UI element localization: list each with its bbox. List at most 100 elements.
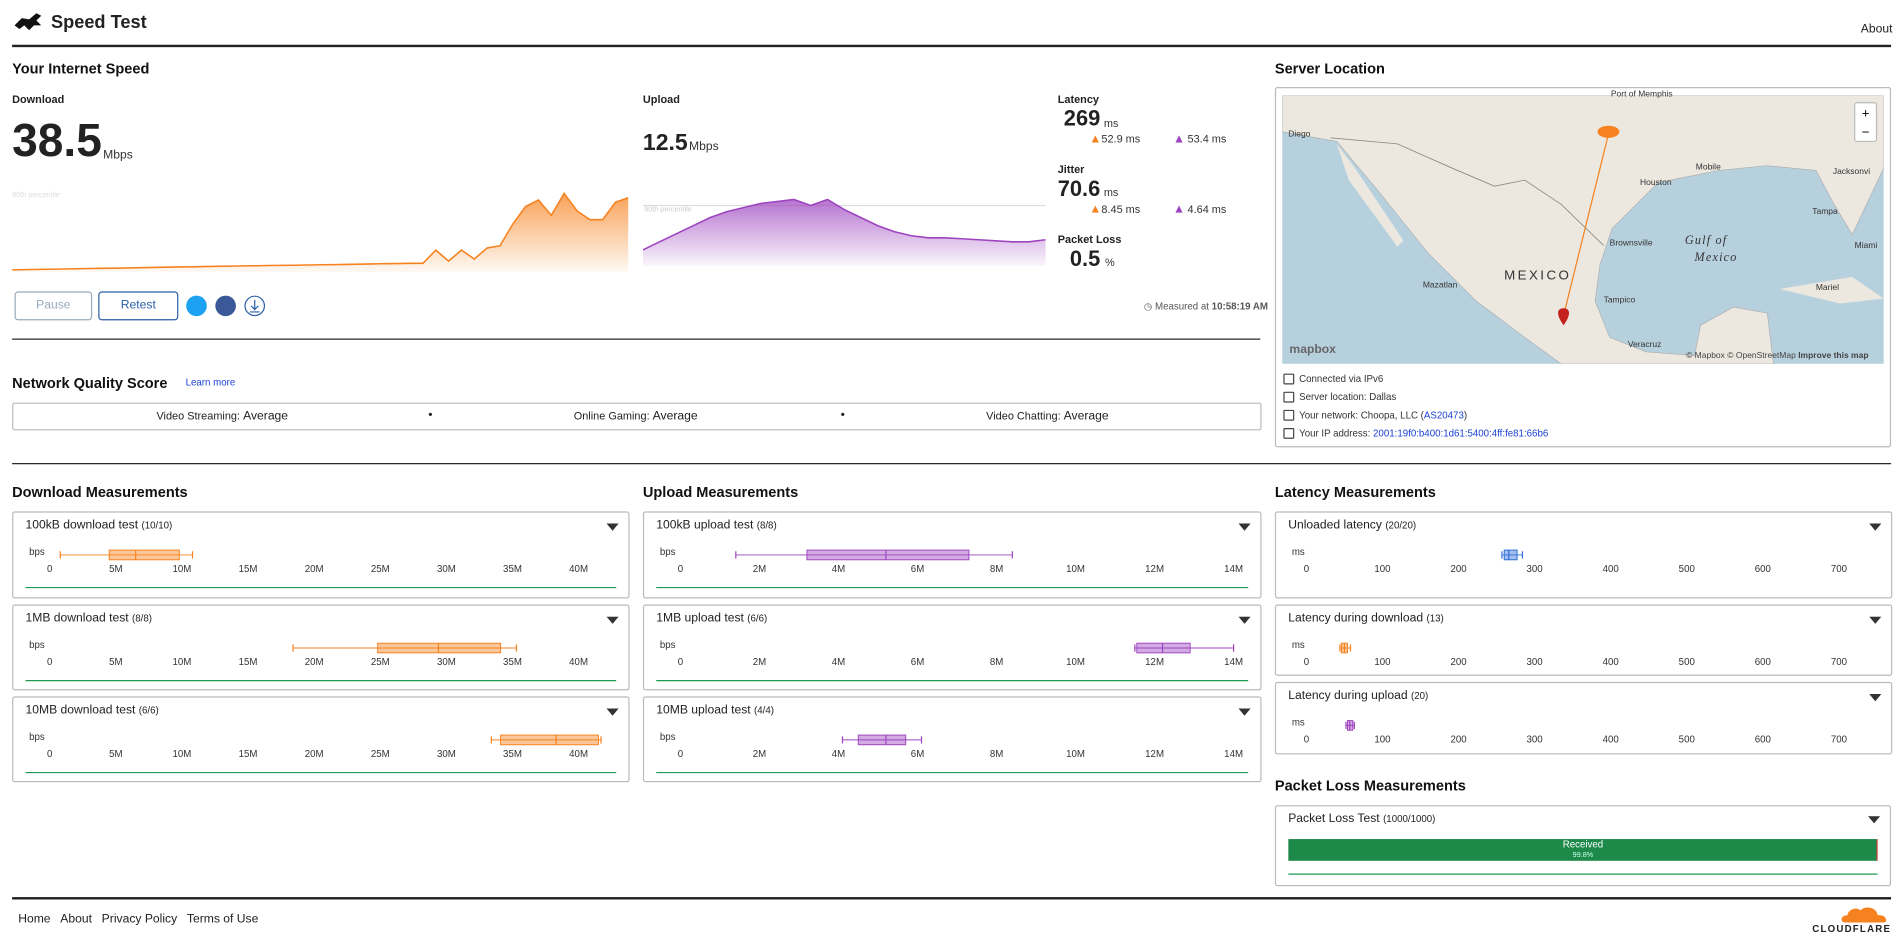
x-tick-label: 300 — [1527, 657, 1543, 668]
quality-value: Average — [243, 409, 289, 424]
attribution-text: © Mapbox © OpenStreetMap — [1686, 351, 1796, 361]
test-title: Latency during upload (20) — [1288, 689, 1428, 702]
latency-download: 52.9 ms — [1101, 132, 1141, 146]
info-link[interactable]: AS20473 — [1423, 409, 1464, 421]
chevron[interactable] — [1238, 708, 1251, 716]
x-tick-label: 8M — [990, 564, 1003, 575]
x-tick-label: 15M — [239, 564, 258, 575]
x-tick-label: 14M — [1224, 749, 1243, 760]
x-tick-label: 40M — [569, 657, 588, 668]
user-marker[interactable] — [1558, 308, 1570, 326]
improve-link[interactable]: Improve this map — [1798, 351, 1869, 361]
x-tick-label: 200 — [1450, 734, 1466, 745]
x-tick-label: 20M — [305, 657, 324, 668]
measurement-panel: Latency during upload (20) ms 0 100 200 300 40… — [1274, 681, 1893, 755]
download-label: Download — [12, 93, 65, 106]
x-tick-label: 0 — [678, 657, 683, 668]
box — [108, 549, 180, 561]
x-tick-label: 30M — [437, 657, 456, 668]
svg-text:+: + — [1862, 105, 1870, 120]
chevron[interactable] — [1869, 523, 1882, 531]
quality-label: Video Chatting: — [986, 409, 1061, 422]
test-name: Latency during download — [1288, 611, 1424, 626]
footer-link[interactable]: Home — [18, 912, 51, 927]
x-tick-label: 30M — [437, 564, 456, 575]
x-tick-label: 20M — [305, 749, 324, 760]
info-row: Your network: Choopa, LLC (AS20473) — [1283, 409, 1467, 421]
measurement-panel: 10MB download test (6/6) bps 0 5M 10M 15M 20M 2… — [12, 696, 630, 783]
pause-button[interactable]: Pause — [14, 291, 93, 321]
attribution: © Mapbox © OpenStreetMap Improve this ma… — [1686, 352, 1868, 360]
chevron[interactable] — [1869, 693, 1882, 702]
jitter-unit: ms — [1103, 186, 1119, 199]
line — [642, 198, 1046, 251]
map-label: Jacksonvi — [1832, 168, 1871, 177]
lost-bar — [1876, 839, 1878, 861]
test-count: (6/6) — [138, 704, 159, 716]
measurement-panel: 1MB download test (8/8) bps 0 5M 10M 15M 20M 25… — [12, 604, 630, 691]
chevron[interactable] — [1238, 616, 1251, 624]
chevron[interactable] — [606, 523, 619, 531]
divider — [12, 44, 1892, 48]
x-tick-label: 200 — [1450, 564, 1466, 575]
x-tick-label: 40M — [569, 749, 588, 760]
chevron-shape — [1238, 616, 1251, 624]
info-icon — [1283, 427, 1295, 439]
section-title: Upload Measurements — [642, 483, 799, 501]
map-label: Gulf of — [1684, 234, 1728, 248]
area — [642, 199, 1046, 266]
x-tick-label: 2M — [753, 564, 766, 575]
jitter-download: 8.45 ms — [1101, 203, 1141, 216]
chevron[interactable] — [606, 708, 619, 716]
server-marker[interactable] — [1597, 125, 1620, 138]
x-tick-label: 30M — [437, 749, 456, 760]
footer-link[interactable]: Privacy Policy — [101, 912, 178, 927]
x-tick-label: 0 — [47, 564, 52, 575]
footer-link[interactable]: Terms of Use — [186, 912, 259, 927]
x-tick-label: 700 — [1831, 564, 1847, 575]
about-link[interactable]: About — [1860, 22, 1893, 37]
zoom-control[interactable] — [1854, 102, 1878, 143]
unit-label: bps — [29, 732, 45, 743]
info-text: Connected via IPv6 — [1299, 373, 1384, 385]
section-title: Network Quality Score — [12, 374, 168, 392]
info-row: Connected via IPv6 — [1283, 373, 1384, 385]
test-count: (13) — [1426, 612, 1444, 624]
measurement-panel: 1MB upload test (6/6) bps 0 2M 4M 6M 8M 10M 12M 1… — [642, 604, 1262, 691]
retest-button[interactable]: Retest — [98, 291, 179, 321]
x-tick-label: 10M — [1066, 749, 1085, 760]
x-tick-label: 25M — [371, 657, 390, 668]
chevron[interactable] — [606, 616, 619, 624]
chevron-shape — [1869, 523, 1882, 531]
x-tick-label: 5M — [109, 564, 122, 575]
x-tick-label: 400 — [1603, 734, 1619, 745]
map-label: Mariel — [1815, 284, 1839, 293]
quality-item: Online Gaming: Average — [574, 410, 698, 423]
x-tick-label: 8M — [990, 749, 1003, 760]
x-tick-label: 35M — [503, 749, 522, 760]
jitter-value: 70.6 — [1057, 176, 1101, 201]
chevron[interactable] — [1869, 616, 1882, 624]
quality-panel: Video Streaming: Average • Online Gaming… — [12, 402, 1262, 431]
latency-unit: ms — [1103, 117, 1119, 130]
chevron[interactable] — [1238, 523, 1251, 531]
chevron-shape — [606, 616, 619, 624]
learn-more-link[interactable]: Learn more — [185, 377, 236, 389]
test-count: (20) — [1410, 690, 1429, 702]
section-title: Packet Loss Measurements — [1274, 777, 1466, 795]
chevron[interactable] — [1868, 816, 1881, 824]
info-icon — [1283, 373, 1295, 385]
twitter-button[interactable] — [186, 295, 207, 317]
box — [1503, 549, 1518, 561]
footer-link[interactable]: About — [60, 912, 92, 927]
x-tick-label: 20M — [305, 564, 324, 575]
test-title: Packet Loss Test (1000/1000) — [1288, 812, 1435, 825]
info-icon — [1283, 409, 1295, 421]
x-tick-label: 400 — [1603, 657, 1619, 668]
chevron-shape — [1869, 616, 1882, 624]
x-tick-label: 6M — [911, 657, 924, 668]
facebook-button[interactable] — [215, 295, 236, 317]
share-icons — [186, 295, 266, 317]
info-link[interactable]: 2001:19f0:b400:1d61:5400:4ff:fe81:66b6 — [1373, 427, 1549, 439]
